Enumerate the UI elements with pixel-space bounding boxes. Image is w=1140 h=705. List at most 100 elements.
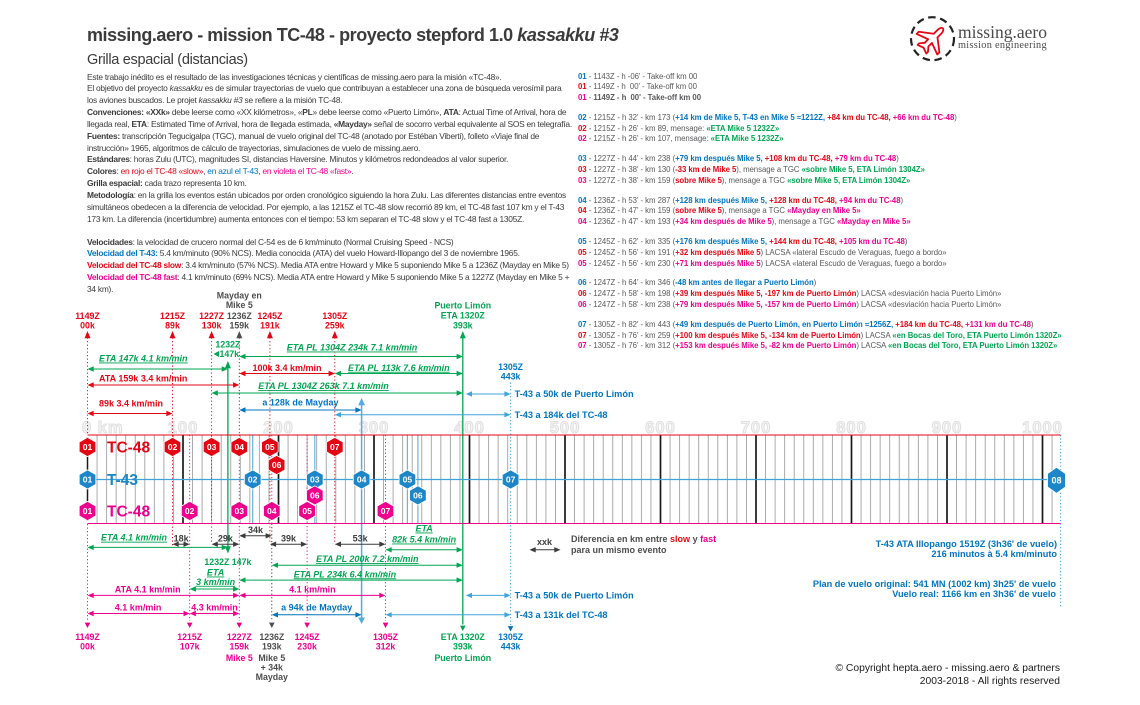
svg-text:147k: 147k bbox=[220, 349, 240, 359]
svg-text:1149Z: 1149Z bbox=[75, 632, 100, 642]
svg-text:07: 07 bbox=[381, 506, 391, 516]
svg-text:89k: 89k bbox=[165, 321, 180, 331]
svg-text:0 km: 0 km bbox=[82, 419, 124, 437]
svg-text:02: 02 bbox=[248, 475, 258, 485]
svg-text:xxk: xxk bbox=[537, 537, 553, 547]
svg-text:159k: 159k bbox=[230, 321, 250, 331]
svg-text:a 128k de Mayday: a 128k de Mayday bbox=[262, 398, 338, 408]
svg-text:1232Z 147k: 1232Z 147k bbox=[204, 557, 251, 567]
svg-text:ETA PL 200k 7.2 km/min: ETA PL 200k 7.2 km/min bbox=[316, 554, 419, 564]
svg-text:a 94k de Mayday: a 94k de Mayday bbox=[281, 603, 352, 613]
svg-text:04: 04 bbox=[357, 475, 367, 485]
svg-text:TC-48: TC-48 bbox=[107, 440, 150, 457]
svg-text:600: 600 bbox=[645, 419, 676, 437]
svg-text:159k: 159k bbox=[230, 642, 250, 652]
svg-text:4.3 km/min: 4.3 km/min bbox=[191, 602, 238, 612]
svg-text:700: 700 bbox=[741, 419, 772, 437]
svg-text:Mike 5: Mike 5 bbox=[226, 653, 253, 663]
svg-text:+ 34k: + 34k bbox=[261, 663, 283, 673]
svg-text:ETA 4.1 km/min: ETA 4.1 km/min bbox=[101, 533, 168, 543]
svg-text:4.1 km/min: 4.1 km/min bbox=[289, 585, 336, 595]
svg-text:100: 100 bbox=[168, 419, 199, 437]
svg-text:04: 04 bbox=[235, 442, 245, 452]
svg-text:Mayday en: Mayday en bbox=[217, 291, 262, 301]
svg-text:443k: 443k bbox=[501, 372, 521, 382]
svg-text:ETA PL 1304Z 234k 7.1 km/min: ETA PL 1304Z 234k 7.1 km/min bbox=[287, 343, 418, 353]
svg-text:Mike 5: Mike 5 bbox=[258, 653, 285, 663]
svg-text:300: 300 bbox=[359, 419, 390, 437]
svg-text:ETA: ETA bbox=[415, 524, 432, 534]
svg-text:Mayday: Mayday bbox=[256, 672, 288, 682]
svg-text:00k: 00k bbox=[80, 642, 95, 652]
svg-text:1305Z: 1305Z bbox=[498, 362, 524, 372]
svg-text:ATA 4.1 km/min: ATA 4.1 km/min bbox=[115, 585, 181, 595]
svg-text:02: 02 bbox=[168, 442, 178, 452]
svg-text:ETA 147k 4.1 km/min: ETA 147k 4.1 km/min bbox=[99, 354, 188, 364]
svg-text:03: 03 bbox=[310, 475, 320, 485]
svg-text:T-43 a 50k de Puerto Limón: T-43 a 50k de Puerto Limón bbox=[515, 389, 634, 399]
svg-text:ETA PL 113k 7.6 km/min: ETA PL 113k 7.6 km/min bbox=[348, 363, 450, 373]
svg-text:800: 800 bbox=[836, 419, 867, 437]
svg-text:1215Z: 1215Z bbox=[160, 311, 186, 321]
svg-text:ETA PL 234k 6.4 km/min: ETA PL 234k 6.4 km/min bbox=[294, 569, 397, 579]
svg-text:1227Z: 1227Z bbox=[227, 632, 253, 642]
svg-text:1245Z: 1245Z bbox=[295, 632, 321, 642]
svg-text:259k: 259k bbox=[325, 321, 345, 331]
svg-text:03: 03 bbox=[207, 442, 217, 452]
svg-text:1227Z: 1227Z bbox=[199, 311, 225, 321]
svg-text:39k: 39k bbox=[281, 533, 297, 543]
svg-text:04: 04 bbox=[267, 506, 277, 516]
svg-text:06: 06 bbox=[272, 460, 282, 470]
svg-text:4.1 km/min: 4.1 km/min bbox=[115, 602, 162, 612]
svg-text:82k 5.4 km/min: 82k 5.4 km/min bbox=[392, 535, 457, 545]
svg-text:05: 05 bbox=[265, 442, 275, 452]
svg-text:T-43 a 184k del TC-48: T-43 a 184k del TC-48 bbox=[515, 410, 608, 420]
svg-text:1000: 1000 bbox=[1022, 419, 1063, 437]
svg-text:07: 07 bbox=[506, 475, 516, 485]
svg-text:07: 07 bbox=[330, 442, 340, 452]
svg-text:1236Z: 1236Z bbox=[227, 311, 253, 321]
svg-text:107k: 107k bbox=[180, 642, 200, 652]
svg-text:1305Z: 1305Z bbox=[498, 632, 524, 642]
svg-text:18k: 18k bbox=[174, 533, 190, 543]
svg-text:34k: 34k bbox=[248, 525, 264, 535]
svg-text:01: 01 bbox=[83, 475, 93, 485]
svg-text:Puerto Limón: Puerto Limón bbox=[434, 301, 491, 311]
svg-text:Puerto Limón: Puerto Limón bbox=[434, 653, 491, 663]
svg-text:ATA 159k 3.4 km/min: ATA 159k 3.4 km/min bbox=[99, 373, 187, 383]
svg-text:1245Z: 1245Z bbox=[257, 311, 283, 321]
svg-text:1236Z: 1236Z bbox=[259, 632, 285, 642]
svg-text:312k: 312k bbox=[376, 642, 396, 652]
svg-text:05: 05 bbox=[403, 475, 413, 485]
svg-text:ETA PL 1304Z 263k 7.1 km/min: ETA PL 1304Z 263k 7.1 km/min bbox=[258, 381, 389, 391]
svg-text:T-43 a 50k de Puerto Limón: T-43 a 50k de Puerto Limón bbox=[515, 590, 634, 600]
svg-text:08: 08 bbox=[1051, 476, 1061, 486]
svg-text:29k: 29k bbox=[218, 533, 234, 543]
svg-text:3 km/min: 3 km/min bbox=[196, 577, 236, 587]
svg-text:TC-48: TC-48 bbox=[107, 504, 150, 521]
svg-text:T-43 a 131k del TC-48: T-43 a 131k del TC-48 bbox=[515, 610, 608, 620]
svg-text:Mike 5: Mike 5 bbox=[226, 300, 253, 310]
svg-text:393k: 393k bbox=[453, 642, 473, 652]
svg-text:1149Z: 1149Z bbox=[75, 311, 100, 321]
svg-text:01: 01 bbox=[83, 506, 93, 516]
svg-text:06: 06 bbox=[413, 491, 423, 501]
svg-text:00k: 00k bbox=[80, 321, 95, 331]
svg-text:400: 400 bbox=[454, 419, 485, 437]
svg-text:1305Z: 1305Z bbox=[322, 311, 348, 321]
svg-text:1305Z: 1305Z bbox=[373, 632, 399, 642]
svg-text:500: 500 bbox=[550, 419, 581, 437]
svg-text:443k: 443k bbox=[501, 642, 521, 652]
svg-text:01: 01 bbox=[83, 442, 93, 452]
svg-text:ETA: ETA bbox=[207, 568, 224, 578]
svg-text:100k 3.4 km/min: 100k 3.4 km/min bbox=[253, 363, 322, 373]
svg-text:02: 02 bbox=[185, 506, 195, 516]
svg-text:230k: 230k bbox=[297, 642, 317, 652]
svg-text:1215Z: 1215Z bbox=[177, 632, 203, 642]
svg-text:900: 900 bbox=[932, 419, 963, 437]
svg-text:1232Z: 1232Z bbox=[215, 340, 241, 350]
svg-text:200: 200 bbox=[263, 419, 294, 437]
svg-text:T-43: T-43 bbox=[107, 472, 138, 489]
svg-text:130k: 130k bbox=[202, 321, 222, 331]
svg-text:393k: 393k bbox=[453, 321, 473, 331]
